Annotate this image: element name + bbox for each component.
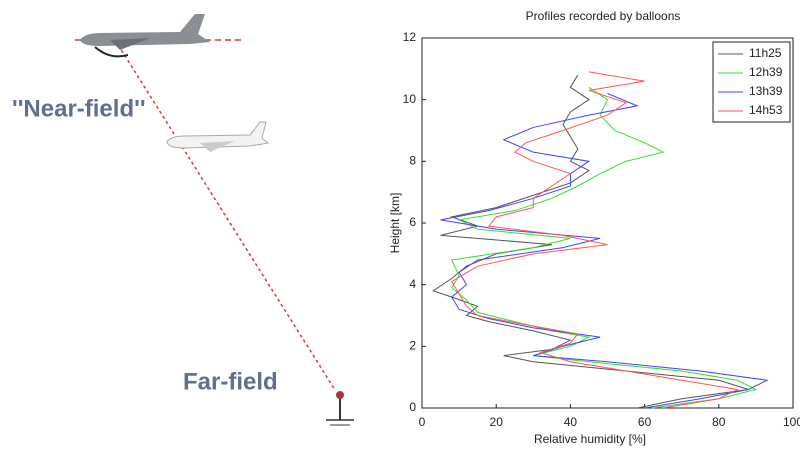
y-tick-label: 8 (409, 154, 416, 168)
y-tick-label: 4 (409, 277, 416, 291)
chart: Profiles recorded by balloons Relative h… (388, 9, 800, 446)
y-tick-label: 2 (409, 339, 416, 353)
legend-box (712, 41, 791, 123)
x-tick-label: 100 (783, 415, 800, 429)
y-tick-label: 12 (403, 30, 417, 44)
legend-label: 12h39 (749, 65, 783, 79)
line-of-sight (114, 39, 336, 391)
y-axis-label: Height [km] (388, 193, 402, 254)
chart-title: Profiles recorded by balloons (526, 9, 681, 23)
x-tick-label: 60 (638, 415, 652, 429)
profile-line (450, 86, 758, 409)
ground-sensor (326, 391, 354, 426)
large-aircraft (80, 14, 210, 58)
y-tick-label: 6 (409, 215, 416, 229)
diagram: ''Near-field'' Far-field (12, 14, 354, 426)
far-field-label: Far-field (183, 368, 278, 395)
small-aircraft (166, 121, 270, 152)
x-tick-label: 80 (712, 415, 726, 429)
y-tick-label: 0 (409, 400, 416, 414)
legend-label: 14h53 (749, 103, 783, 117)
x-axis-label: Relative humidity [%] (534, 432, 646, 446)
x-tick-label: 20 (490, 415, 504, 429)
profile-line (440, 93, 769, 409)
x-tick-label: 0 (419, 415, 426, 429)
profile-line (431, 74, 749, 409)
x-tick-label: 40 (564, 415, 578, 429)
y-tick-label: 10 (403, 92, 417, 106)
profile-line (450, 71, 739, 409)
legend-label: 13h39 (749, 84, 783, 98)
legend-label: 11h25 (749, 46, 782, 60)
near-field-label: ''Near-field'' (12, 95, 146, 122)
